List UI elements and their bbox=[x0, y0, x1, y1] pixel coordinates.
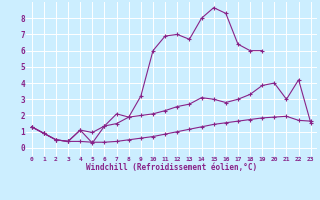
X-axis label: Windchill (Refroidissement éolien,°C): Windchill (Refroidissement éolien,°C) bbox=[86, 163, 257, 172]
